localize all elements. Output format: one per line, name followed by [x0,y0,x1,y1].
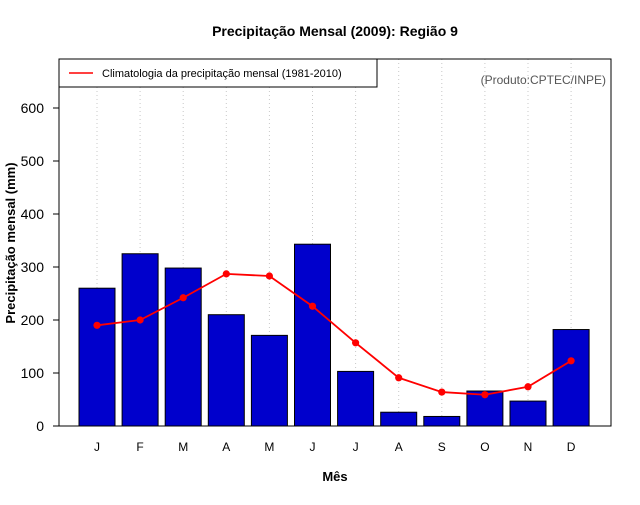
bar-series [78,243,590,427]
y-tick-label-0: 0 [36,418,44,434]
y-tick-label-600: 600 [21,100,45,116]
climatology-point-1 [93,321,101,329]
bar-12 [552,329,590,427]
y-tick-label-500: 500 [21,153,45,169]
bar-2 [121,253,159,427]
bar-4 [207,314,245,427]
climatology-point-11 [524,383,532,391]
chart-title: Precipitação Mensal (2009): Região 9 [212,23,458,39]
x-tick-label-8: A [395,440,403,454]
climatology-point-4 [222,270,230,278]
x-tick-label-2: F [136,440,143,454]
climatology-point-12 [567,357,575,365]
product-credit: (Produto:CPTEC/INPE) [481,73,606,87]
x-tick-label-7: J [353,440,359,454]
bar-5 [250,334,288,427]
climatology-point-5 [265,272,273,280]
bar-1 [78,287,116,427]
bar-9 [423,415,461,427]
x-axis-label: Mês [322,469,347,484]
bar-11 [509,400,547,427]
climatology-point-2 [136,316,144,324]
climatology-point-9 [438,388,446,396]
y-axis: 0 100 200 300 400 500 600 [21,100,59,434]
x-tick-label-6: J [310,440,316,454]
climatology-point-3 [179,294,187,302]
legend-box [58,58,378,88]
y-tick-label-300: 300 [21,259,45,275]
x-tick-label-12: D [567,440,576,454]
x-tick-label-9: S [438,440,446,454]
bar-8 [380,411,418,427]
y-tick-label-200: 200 [21,312,45,328]
x-tick-label-4: A [222,440,230,454]
x-tick-label-11: N [524,440,533,454]
climatology-line-series [93,270,575,399]
x-tick-label-5: M [264,440,274,454]
bar-6 [294,243,331,427]
climatology-point-8 [395,374,403,382]
x-tick-label-3: M [178,440,188,454]
y-tick-label-400: 400 [21,206,45,222]
legend-label: Climatologia da precipitação mensal (198… [102,68,342,80]
climatology-line [96,272,572,396]
y-tick-label-100: 100 [21,365,45,381]
climatology-point-10 [481,391,489,399]
legend: Climatologia da precipitação mensal (198… [58,58,378,88]
climatology-point-7 [352,339,360,347]
x-tick-label-10: O [480,440,489,454]
x-tick-label-1: J [94,440,100,454]
climatology-point-6 [308,302,317,310]
y-axis-label: Precipitação mensal (mm) [3,162,18,323]
bar-7 [337,370,375,427]
